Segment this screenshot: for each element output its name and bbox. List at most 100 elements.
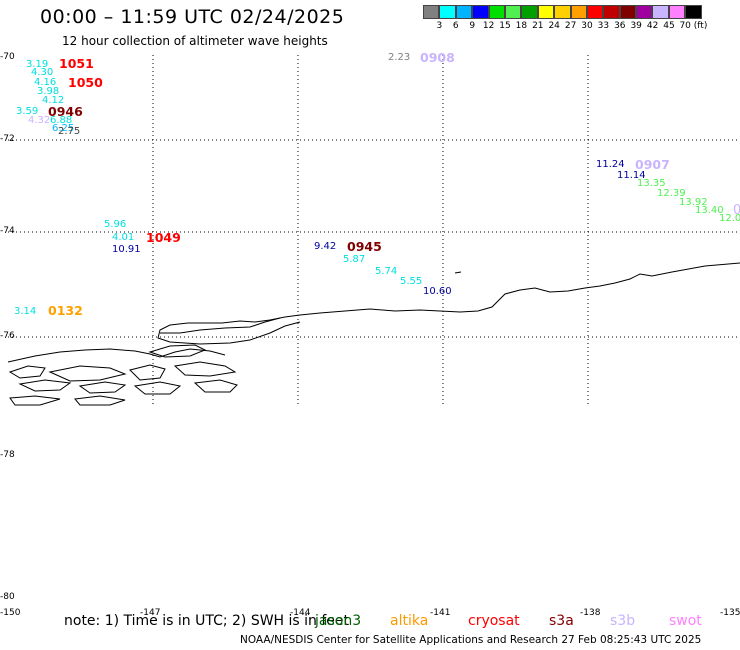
obs-label: 4.32 [28,115,51,126]
coastline-main [157,262,740,345]
lon-label-144: -144 [290,608,311,618]
legend-swatch [488,5,505,19]
lat-label-80: -80 [0,592,15,602]
obs-label: 3.59 [16,106,39,117]
legend-swatch [554,5,571,19]
obs-label: 10.91 [112,244,141,255]
obs-label: 3.98 [37,86,60,97]
time-marker: 0907 [635,157,670,172]
legend-swatch [619,5,637,19]
legend-swatch [586,5,604,19]
lat-label-72: -72 [0,134,15,144]
longitude-gridlines [152,55,589,405]
obs-label: 4.01 [112,232,135,243]
legend-swatch [472,5,489,19]
lat-label-78: -78 [0,450,15,460]
obs-label: 4.16 [34,77,57,88]
island-8 [133,381,182,395]
island-1 [148,344,207,358]
legend-swatch [652,5,669,19]
obs-label: 5.96 [104,219,127,230]
legend-tick-label: 12 [482,21,495,31]
time-marker: 1051 [59,56,94,71]
obs-label: 13.40 [695,205,724,216]
legend-swatch [685,5,702,19]
legend-tick-label: 36 [614,21,626,31]
obs-label: 12.0 [719,213,740,224]
time-marker: 0132 [48,303,83,318]
legend-tick-label: 27 [564,21,577,31]
satellite-s3a: s3a [549,613,574,629]
island-2 [8,365,46,379]
lon-label-150: -150 [0,608,21,618]
island-12 [454,271,462,274]
legend-tick-label: 33 [597,21,610,31]
obs-label: 5.87 [343,254,366,265]
time-marker: 0946 [48,104,83,119]
obs-label: 13.35 [637,178,666,189]
coastline-inner [160,317,281,334]
satellite-swot: swot [669,613,702,629]
legend-swatch [439,5,456,19]
legend-swatch [504,5,522,19]
legend-tick-label: 21 [532,21,544,31]
obs-label: 4.30 [31,67,54,78]
legend-tick-label: 70 (ft) [679,21,708,31]
legend-swatch [423,5,440,19]
ice-shelf-front [7,348,226,363]
island-3 [48,365,127,382]
legend-tick-label: 30 [581,21,593,31]
time-marker: 1050 [68,75,103,90]
lat-label-74: -74 [0,226,15,236]
map-title: 00:00 – 11:59 UTC 02/24/2025 [40,6,345,28]
time-marker: 0908 [420,50,455,65]
legend-swatch [537,5,555,19]
island-10 [9,395,61,406]
legend-tick-label: 45 [663,21,675,31]
legend-tick-label: 15 [499,21,511,31]
lon-label-135: -135 [720,608,740,618]
satellite-cryosat: cryosat [468,613,520,629]
obs-label: 13.92 [679,197,708,208]
obs-label: 2.75 [58,126,81,137]
time-marker: 1049 [146,230,181,245]
lon-label-141: -141 [430,608,451,618]
obs-label: 12.39 [657,188,686,199]
satellite-altika: altika [390,613,429,629]
obs-label: 2.23 [388,52,411,63]
lon-label-147: -147 [140,608,161,618]
obs-label: 11.14 [617,170,646,181]
legend-tick-label: 18 [515,21,528,31]
obs-label: 5.74 [375,266,398,277]
legend-swatch [636,5,653,19]
lat-label-76: -76 [0,331,15,341]
island-11 [74,395,126,406]
obs-label: 9.42 [314,241,337,252]
island-9 [193,379,238,393]
obs-label: 4.12 [42,95,65,106]
island-7 [78,381,127,394]
lon-label-138: -138 [580,608,601,618]
credit-line: NOAA/NESDIS Center for Satellite Applica… [240,634,702,646]
legend-tick-label: 39 [630,21,642,31]
island-4 [129,364,166,381]
obs-label: 3.19 [26,59,49,70]
island-6 [18,379,72,392]
legend-tick-label: 42 [646,21,659,31]
legend-swatch [668,5,686,19]
obs-label: 6.88 [50,115,73,126]
obs-label: 11.24 [596,159,625,170]
antarctic-coastline [7,262,740,406]
legend-swatch [455,5,473,19]
legend-tick-label: 3 [436,21,443,31]
satellite-s3b: s3b [610,613,636,629]
legend-tick-label: 24 [548,21,560,31]
time-marker: 0945 [347,239,382,254]
obs-label: 3.14 [14,306,37,317]
legend-tick-label: 9 [469,21,476,31]
legend-swatch [603,5,620,19]
legend-tick-label: 6 [452,21,459,31]
obs-label: 0 [733,203,740,218]
